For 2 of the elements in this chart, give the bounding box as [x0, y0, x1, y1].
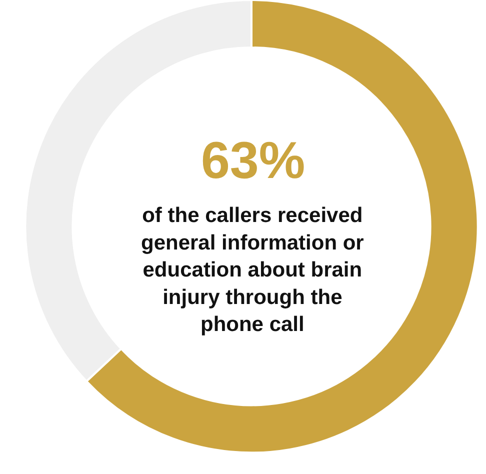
text: of the callers received general information or education about brain injury through the phone call — [141, 204, 364, 336]
text: 63% — [201, 132, 306, 190]
